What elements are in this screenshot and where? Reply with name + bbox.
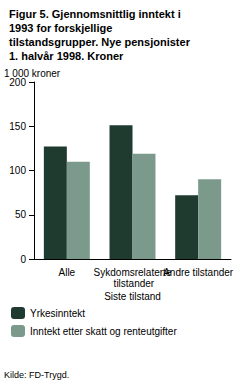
svg-text:Inntekt etter skatt og renteut: Inntekt etter skatt og renteutgifter: [30, 326, 177, 337]
svg-text:Andre tilstander: Andre tilstander: [163, 267, 234, 278]
svg-text:Siste tilstand: Siste tilstand: [104, 291, 161, 302]
svg-text:1. halvår 1998. Kroner: 1. halvår 1998. Kroner: [9, 50, 124, 62]
svg-text:tilstandsgrupper. Nye pensjoni: tilstandsgrupper. Nye pensjonister: [9, 36, 193, 48]
svg-text:0: 0: [20, 254, 26, 265]
svg-text:Figur 5. Gjennomsnittlig innte: Figur 5. Gjennomsnittlig inntekt i: [9, 8, 184, 20]
svg-text:50: 50: [15, 209, 27, 220]
svg-text:1 000 kroner: 1 000 kroner: [4, 67, 61, 79]
svg-text:Kilde: FD-Trygd.: Kilde: FD-Trygd.: [4, 370, 69, 380]
svg-text:Sykdomsrelaterte: Sykdomsrelaterte: [94, 267, 172, 278]
svg-text:Yrkesinntekt: Yrkesinntekt: [30, 308, 85, 319]
svg-text:200: 200: [9, 77, 26, 88]
svg-text:100: 100: [9, 165, 26, 176]
svg-text:1993 for forskjellige: 1993 for forskjellige: [9, 22, 115, 34]
svg-text:Alle: Alle: [58, 267, 75, 278]
svg-text:tilstander: tilstander: [111, 278, 155, 289]
svg-text:150: 150: [9, 121, 26, 132]
